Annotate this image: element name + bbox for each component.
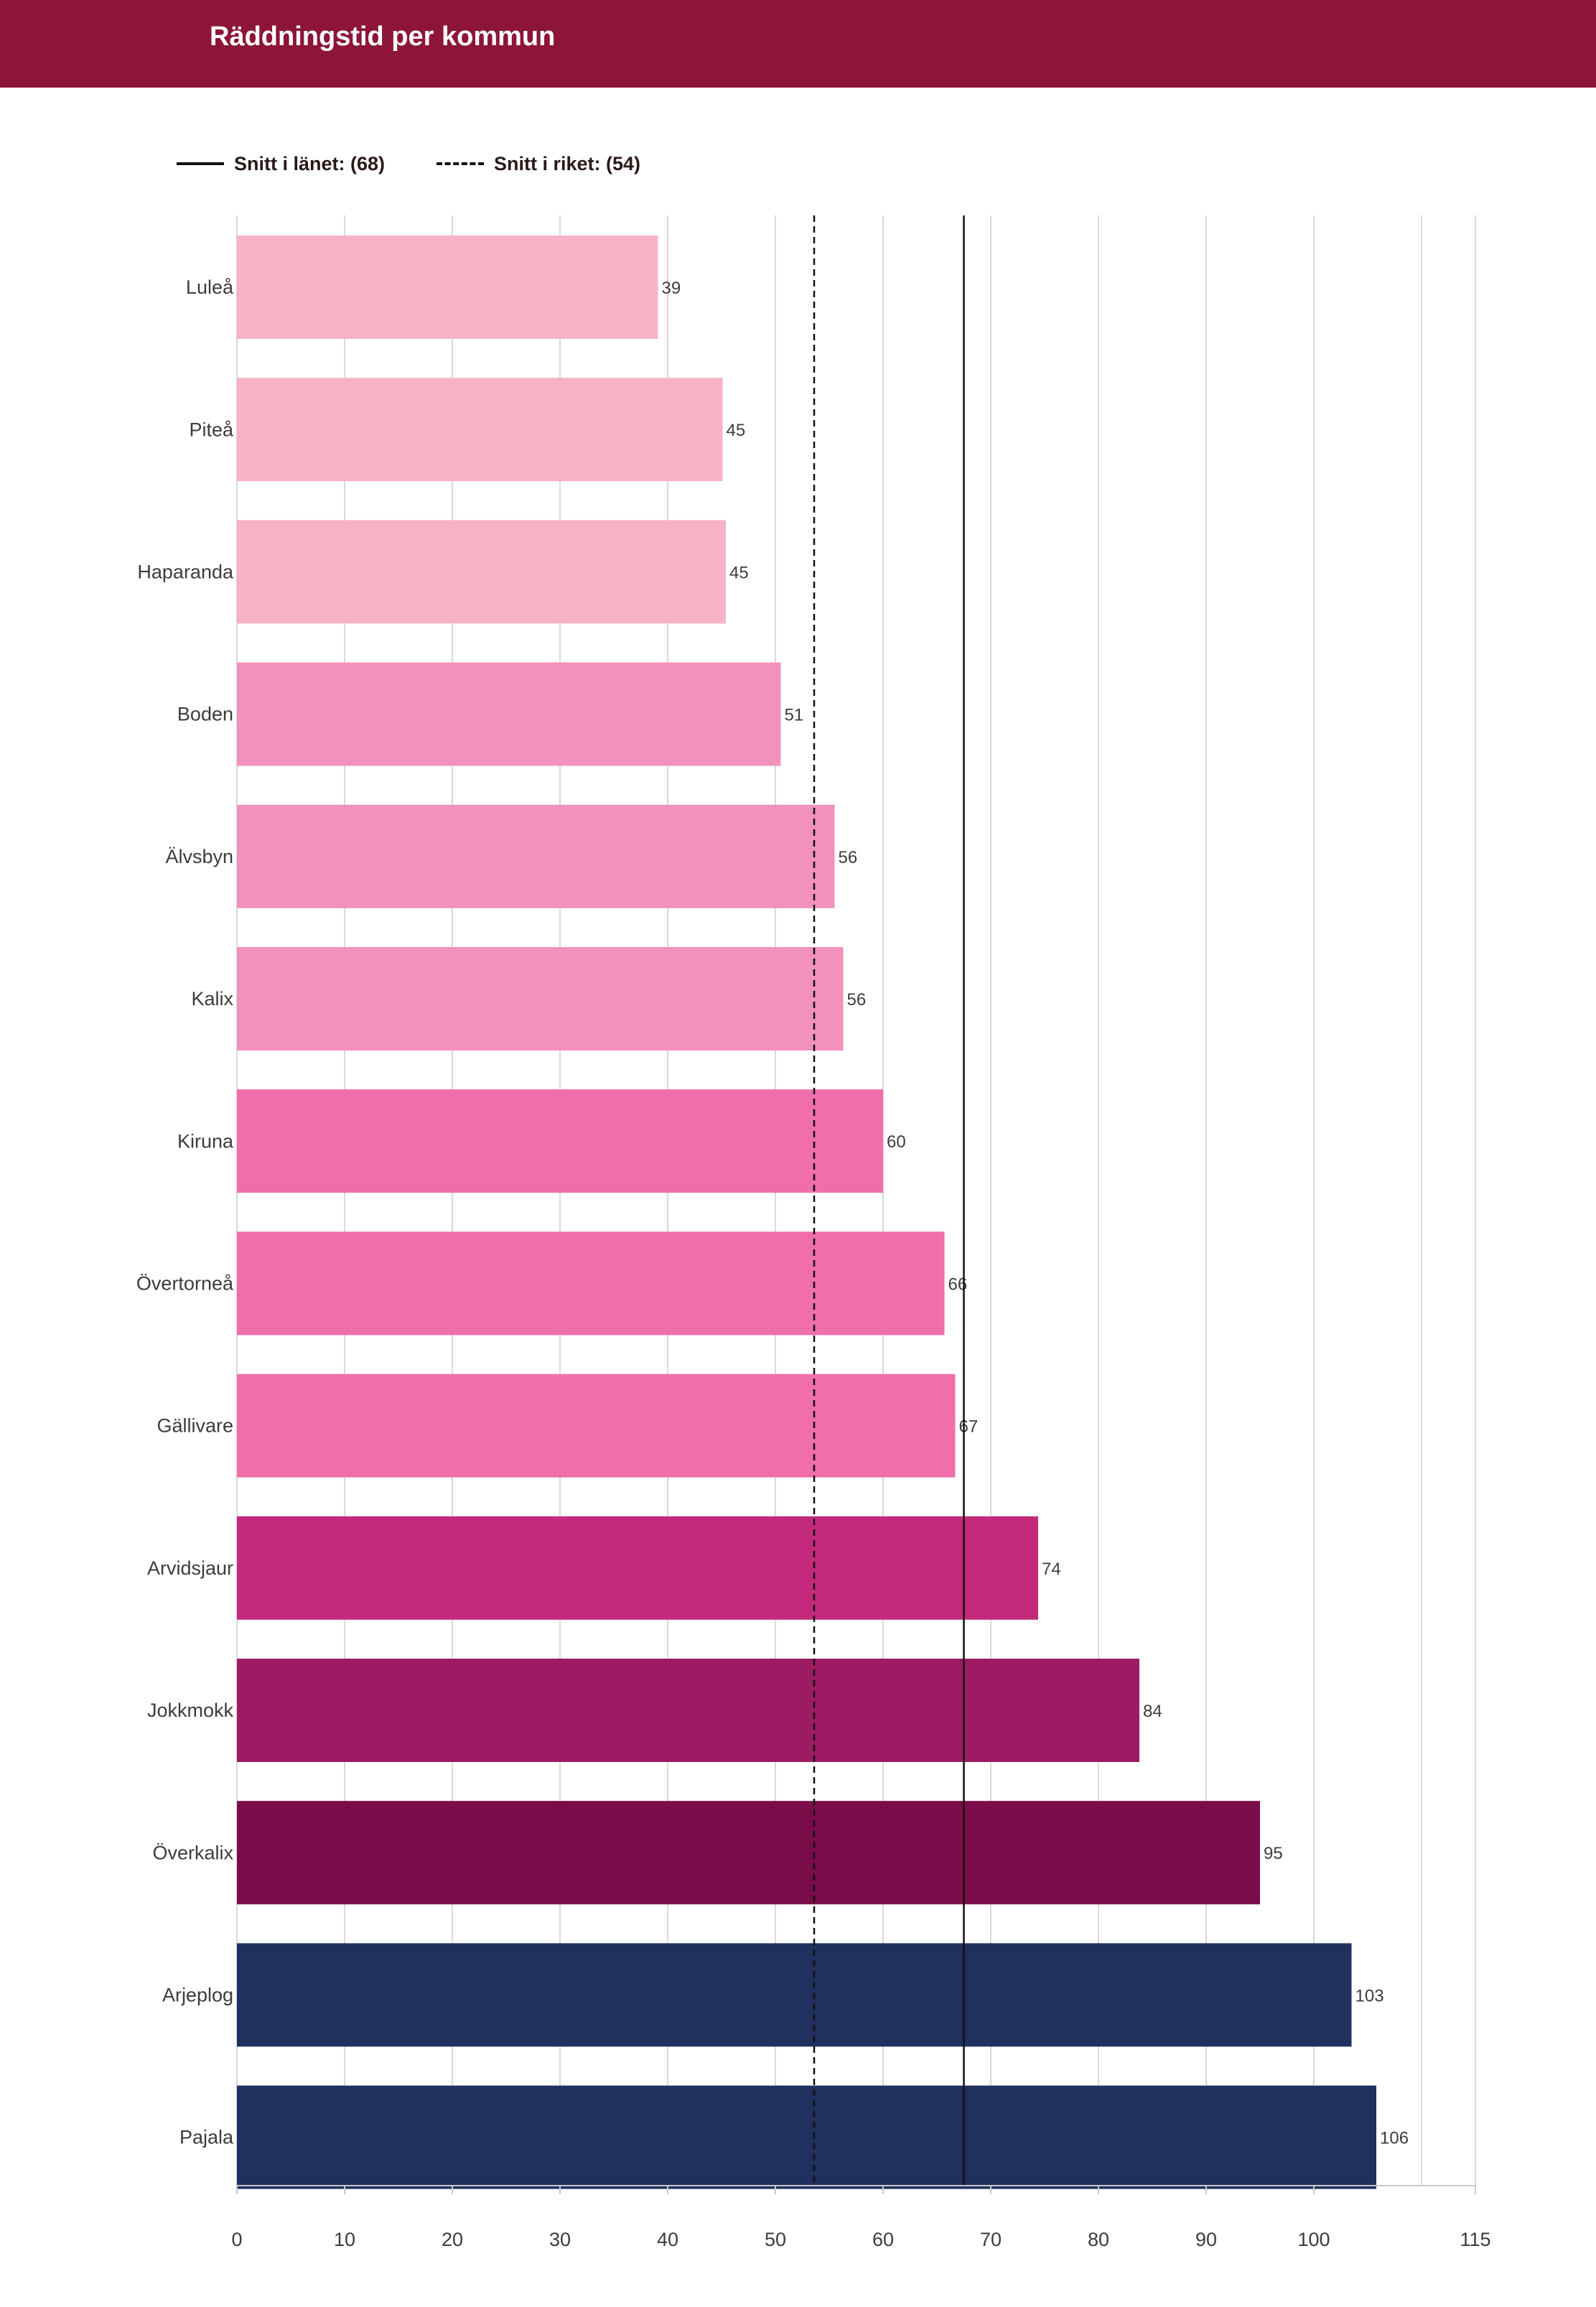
category-label: Kiruna	[177, 1130, 234, 1152]
header-bar: Räddningstid per kommun	[0, 0, 1596, 88]
category-label: Piteå	[189, 419, 234, 440]
data-label: 106	[1380, 2129, 1409, 2148]
x-tick-label: 20	[442, 2229, 463, 2250]
x-tick-label: 115	[1460, 2229, 1490, 2250]
bar	[237, 236, 658, 339]
legend-label-national: Snitt i riket: (54)	[494, 152, 641, 174]
x-tick-label: 60	[872, 2229, 894, 2250]
x-tick-label: 10	[334, 2229, 355, 2250]
bar	[237, 520, 726, 624]
data-label: 45	[727, 421, 746, 440]
bar	[237, 1801, 1260, 1905]
category-label: Jokkmokk	[147, 1700, 234, 1721]
bar	[237, 2085, 1376, 2189]
category-label: Boden	[177, 704, 233, 725]
x-tick-label: 100	[1297, 2229, 1330, 2250]
x-tick-label: 50	[765, 2229, 786, 2250]
solid-line-icon	[177, 162, 224, 165]
bar	[237, 1516, 1038, 1620]
category-label: Pajala	[179, 2127, 234, 2148]
x-tick-label: 90	[1195, 2229, 1217, 2250]
legend-label-county: Snitt i länet: (68)	[234, 152, 386, 174]
x-tick-label: 0	[231, 2229, 242, 2250]
data-label: 39	[662, 279, 681, 298]
data-label: 45	[729, 563, 749, 582]
data-label: 74	[1042, 1560, 1061, 1579]
category-label: Övertorneå	[136, 1273, 234, 1295]
bar	[237, 662, 781, 766]
category-label: Gällivare	[157, 1415, 233, 1437]
x-tick-label: 80	[1088, 2229, 1109, 2250]
data-label: 103	[1355, 1986, 1384, 2005]
bar	[237, 1943, 1352, 2047]
bar	[237, 1231, 945, 1336]
category-label: Arjeplog	[162, 1985, 233, 2006]
data-label: 51	[785, 706, 804, 725]
data-label: 56	[839, 848, 858, 867]
legend-item-county-average: Snitt i länet: (68)	[177, 153, 385, 175]
x-tick-label: 40	[657, 2229, 678, 2250]
bar	[237, 1089, 883, 1193]
bar	[237, 1374, 956, 1478]
bar	[237, 947, 844, 1050]
category-label: Älvsbyn	[165, 846, 233, 867]
data-label: 84	[1143, 1702, 1162, 1721]
data-label: 67	[959, 1417, 979, 1437]
category-label: Kalix	[191, 988, 233, 1010]
data-label: 60	[887, 1132, 906, 1152]
page-title: Räddningstid per kommun	[210, 22, 556, 52]
x-tick-label: 70	[980, 2229, 1002, 2250]
category-label: Luleå	[186, 276, 234, 298]
x-tick-label: 30	[549, 2229, 571, 2250]
legend-item-national-average: Snitt i riket: (54)	[437, 153, 640, 175]
chart-legend: Snitt i länet: (68) Snitt i riket: (54)	[177, 149, 692, 178]
category-label: Överkalix	[152, 1842, 233, 1863]
bar	[237, 378, 723, 482]
data-label: 56	[847, 990, 867, 1010]
bar	[237, 804, 835, 908]
dashed-line-icon	[437, 162, 485, 165]
bar	[237, 1659, 1139, 1762]
data-label: 95	[1264, 1844, 1283, 1863]
category-label: Arvidsjaur	[147, 1557, 233, 1579]
category-label: Haparanda	[137, 561, 234, 583]
